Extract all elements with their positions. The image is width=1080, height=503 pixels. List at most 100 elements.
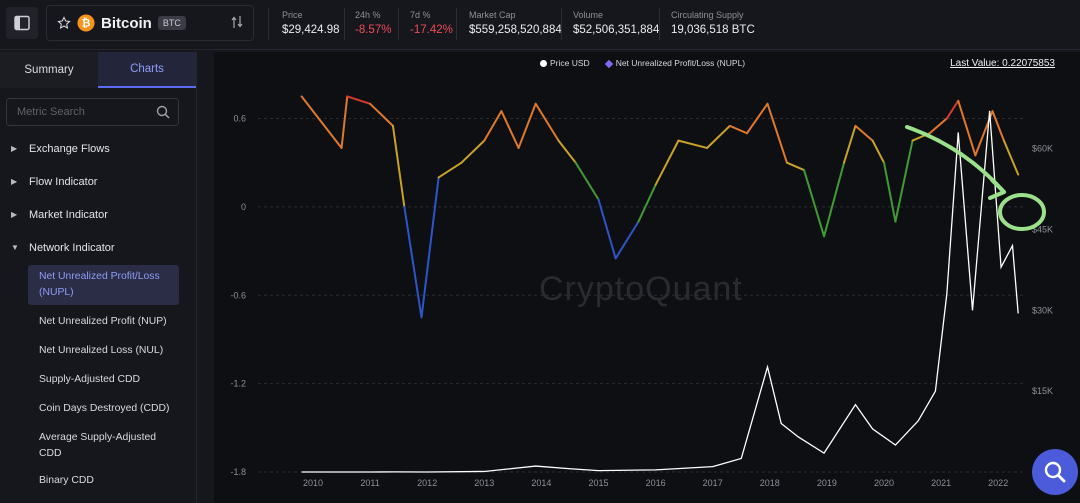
caret-right-icon: ▶ [11, 144, 18, 153]
nupl-segment [534, 102, 560, 142]
right-tick-label: $45K [1032, 224, 1053, 234]
nupl-segment [483, 110, 503, 142]
tab-summary[interactable]: Summary [0, 52, 98, 88]
divider [398, 8, 399, 40]
nupl-segment [705, 124, 731, 149]
bitcoin-logo-icon: ₿ [77, 14, 95, 32]
x-tick-label: 2019 [817, 478, 837, 488]
stat-7d: 7d % -17.42% [410, 10, 453, 36]
x-tick-label: 2011 [360, 478, 379, 488]
divider [268, 8, 269, 40]
stat-label: Circulating Supply [671, 10, 744, 20]
left-tick-label: 0 [241, 202, 246, 212]
menu-item-nupl[interactable]: Net Unrealized Profit/Loss (NUPL) [28, 265, 179, 305]
caret-right-icon: ▶ [11, 210, 18, 219]
stat-label: Price [282, 10, 303, 20]
panel-icon [14, 15, 30, 31]
category-flow-indicator[interactable]: ▶ Flow Indicator [0, 165, 196, 198]
stat-price: Price $29,424.98 [282, 10, 340, 36]
menu-item-average-supply-adjusted-cdd[interactable]: Average Supply-Adjusted CDD [39, 432, 157, 459]
divider [456, 8, 457, 40]
right-tick-label: $60K [1032, 144, 1053, 154]
x-tick-label: 2017 [703, 478, 723, 488]
watermark: CryptoQuant [539, 270, 743, 308]
search-icon[interactable] [156, 105, 170, 119]
search-fab-button[interactable] [1032, 449, 1078, 495]
last-value: Last Value: 0.22075853 [950, 58, 1055, 69]
nupl-segment [871, 139, 885, 164]
nupl-segment [728, 124, 748, 135]
category-label: Exchange Flows [29, 142, 110, 155]
chart-legend: Price USD Net Unrealized Profit/Loss (NU… [540, 58, 745, 68]
menu-item-binary-cdd[interactable]: Binary CDD [39, 475, 94, 486]
x-tick-label: 2012 [417, 478, 437, 488]
nupl-segment [346, 95, 372, 105]
svg-text:₿: ₿ [82, 18, 91, 30]
nupl-segment [340, 95, 349, 149]
nupl-segment [945, 99, 960, 120]
category-exchange-flows[interactable]: ▶ Exchange Flows [0, 132, 196, 165]
x-tick-label: 2016 [646, 478, 666, 488]
menu-item-nul[interactable]: Net Unrealized Loss (NUL) [39, 345, 164, 356]
nupl-segment [637, 183, 657, 223]
x-tick-label: 2020 [874, 478, 894, 488]
nupl-segment [1002, 139, 1020, 176]
nupl-segment [823, 161, 846, 238]
legend-label: Net Unrealized Profit/Loss (NUPL) [615, 58, 746, 68]
stat-circulating-supply: Circulating Supply 19,036,518 BTC [671, 10, 755, 36]
nupl-segment [391, 124, 406, 208]
nupl-segment [500, 110, 520, 149]
nupl-chart[interactable]: 0.6 0 -0.6 -1.2 -1.8 $60K $45K $30K $15K 2010 2011… [214, 52, 1080, 503]
sidebar-toggle-button[interactable] [6, 7, 38, 39]
nupl-segment [803, 169, 826, 238]
tab-charts[interactable]: Charts [98, 52, 196, 88]
magnifier-icon [1044, 461, 1066, 483]
legend-nupl[interactable]: Net Unrealized Profit/Loss (NUPL) [604, 58, 746, 68]
category-market-indicator[interactable]: ▶ Market Indicator [0, 198, 196, 231]
nupl-segment [574, 161, 600, 201]
nupl-segment [369, 102, 394, 127]
menu-item-supply-adjusted-cdd[interactable]: Supply-Adjusted CDD [39, 374, 141, 385]
caret-down-icon: ▼ [11, 243, 19, 252]
annotation-circle [998, 193, 1046, 231]
category-label: Flow Indicator [29, 175, 98, 188]
price-line [301, 110, 1019, 473]
stat-volume: Volume $52,506,351,884 [573, 10, 659, 36]
stat-value: $559,258,520,884 [469, 24, 562, 36]
star-icon[interactable] [57, 16, 71, 30]
nupl-segment [654, 139, 680, 186]
sidebar: Summary Charts ▶ Exchange Flows ▶ Flow Ind… [0, 52, 197, 503]
x-tick-label: 2021 [931, 478, 951, 488]
stat-value: -17.42% [410, 24, 453, 36]
nupl-segment [677, 139, 708, 149]
chart-panel: Price USD Net Unrealized Profit/Loss (NU… [214, 52, 1080, 503]
category-label: Network Indicator [29, 241, 115, 254]
nupl-segment [991, 110, 1005, 142]
nupl-segment [785, 161, 806, 172]
search-input[interactable] [7, 99, 178, 125]
sort-arrows-icon[interactable] [231, 15, 243, 29]
stat-24h: 24h % -8.57% [355, 10, 391, 36]
category-network-indicator[interactable]: ▼ Network Indicator [0, 231, 196, 264]
asset-name: Bitcoin [101, 14, 152, 32]
x-tick-label: 2014 [531, 478, 551, 488]
nupl-segment [403, 205, 423, 319]
legend-price[interactable]: Price USD [540, 58, 590, 68]
stat-value: $29,424.98 [282, 24, 340, 36]
stat-market-cap: Market Cap $559,258,520,884 [469, 10, 562, 36]
right-tick-label: $15K [1032, 386, 1053, 396]
left-tick-label: -0.6 [230, 290, 246, 300]
left-tick-label: 0.6 [233, 114, 246, 124]
menu-item-nup[interactable]: Net Unrealized Profit (NUP) [39, 316, 167, 327]
divider [659, 8, 660, 40]
price-dot-icon [540, 60, 547, 68]
asset-selector[interactable]: ₿ Bitcoin BTC [46, 5, 254, 41]
menu-item-cdd[interactable]: Coin Days Destroyed (CDD) [39, 403, 170, 414]
nupl-segment [745, 102, 769, 135]
stat-label: 7d % [410, 10, 431, 20]
left-tick-label: -1.2 [230, 379, 246, 389]
stat-label: Volume [573, 10, 604, 20]
nupl-segment [460, 139, 486, 164]
stat-value: $52,506,351,884 [573, 24, 660, 36]
nupl-segment [766, 102, 788, 164]
